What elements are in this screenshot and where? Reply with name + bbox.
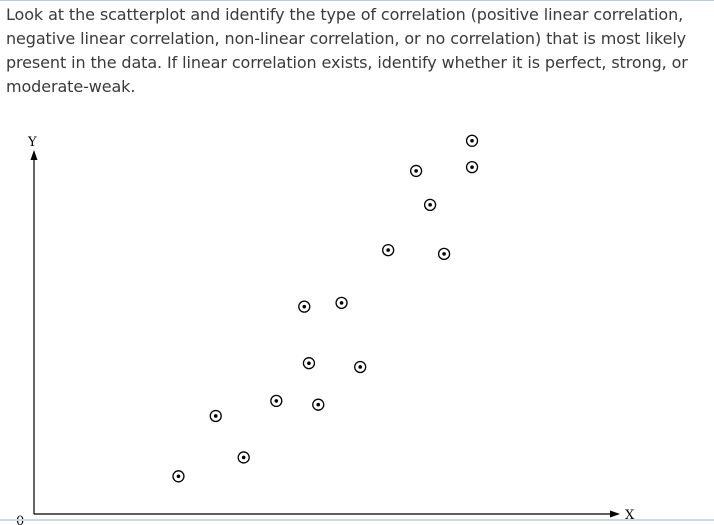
- data-point: [312, 398, 325, 411]
- data-point-dot: [213, 414, 218, 418]
- bottom-border: [0, 519, 714, 521]
- data-point-dot: [176, 474, 181, 479]
- data-point: [423, 198, 437, 212]
- data-point: [172, 470, 185, 483]
- data-point-dot: [241, 455, 246, 460]
- data-point-dot: [428, 203, 432, 207]
- x-axis-label: X: [625, 508, 635, 523]
- data-point: [302, 357, 316, 370]
- data-point: [209, 409, 222, 423]
- x-axis-arrow: [610, 510, 620, 518]
- data-point: [354, 360, 367, 374]
- y-axis-arrow: [30, 150, 38, 160]
- data-point-dot: [316, 402, 321, 407]
- data-point: [409, 164, 423, 178]
- data-point-dot: [339, 301, 344, 305]
- data-point: [298, 300, 311, 313]
- data-point: [270, 394, 283, 408]
- data-point: [437, 247, 451, 261]
- data-point: [465, 161, 479, 174]
- data-point: [465, 134, 479, 147]
- data-point-dot: [274, 399, 279, 403]
- y-axis-label: Y: [27, 135, 37, 150]
- data-point-dot: [358, 365, 363, 369]
- data-point-dot: [442, 252, 446, 256]
- data-points: [172, 134, 479, 483]
- data-point-dot: [302, 304, 307, 309]
- data-point: [237, 451, 250, 464]
- data-point-dot: [386, 248, 390, 252]
- data-point: [382, 243, 395, 257]
- data-point-dot: [414, 169, 418, 173]
- axes: Y X 0: [16, 135, 635, 525]
- data-point: [335, 296, 348, 310]
- data-point-dot: [307, 361, 311, 366]
- data-point-dot: [470, 165, 474, 169]
- question-text: Look at the scatterplot and identify the…: [6, 5, 688, 96]
- data-point-dot: [470, 138, 474, 143]
